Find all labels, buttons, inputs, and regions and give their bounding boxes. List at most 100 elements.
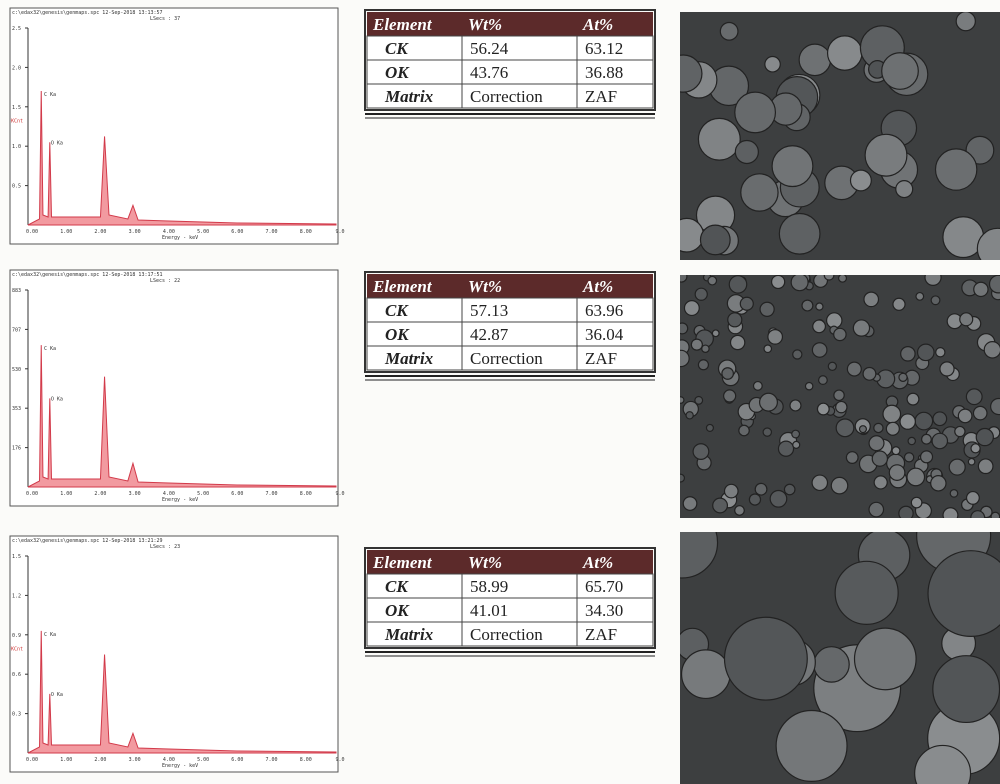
sem-particle xyxy=(905,453,914,462)
sem-particle xyxy=(855,628,917,690)
x-tick-label: 9.0 xyxy=(335,757,344,763)
sem-particle xyxy=(955,426,965,436)
sem-particle xyxy=(735,506,745,516)
sem-particle xyxy=(790,400,801,411)
sem-particle xyxy=(921,451,933,463)
sem-particle xyxy=(893,298,905,310)
sem-particle xyxy=(764,345,771,352)
table-cell xyxy=(367,298,462,322)
sem-particle xyxy=(874,476,887,489)
x-tick-label: 5.00 xyxy=(197,757,209,763)
sem-particle xyxy=(922,434,932,444)
table-cell xyxy=(367,598,462,622)
x-tick-label: 8.00 xyxy=(300,757,312,763)
sem-particle xyxy=(812,343,827,358)
table-cell-text: 36.88 xyxy=(585,63,623,82)
x-tick-label: 0.00 xyxy=(26,491,38,497)
table-cell-text: 34.30 xyxy=(585,601,623,620)
sem-particle xyxy=(792,430,800,438)
table-cell xyxy=(367,322,462,346)
table-cell xyxy=(367,60,462,84)
table-header: Wt% xyxy=(468,15,502,34)
table-cell-text: 63.96 xyxy=(585,301,623,320)
sem-particle xyxy=(967,492,980,505)
sem-particle xyxy=(706,424,713,431)
sem-particle xyxy=(828,36,862,70)
sem-particle xyxy=(725,484,739,498)
sem-particle xyxy=(943,508,958,523)
sem-particle xyxy=(740,297,753,310)
sem-particle xyxy=(834,390,844,400)
sem-particle xyxy=(974,282,988,296)
peak-label: C Ka xyxy=(44,346,56,352)
x-tick-label: 7.00 xyxy=(266,757,278,763)
sem-particle xyxy=(925,269,941,285)
sem-particle xyxy=(812,475,827,490)
sem-particle xyxy=(695,288,707,300)
sem-particle xyxy=(836,419,854,437)
sem-particle xyxy=(956,12,975,31)
x-tick-label: 6.00 xyxy=(231,757,243,763)
sem-particle xyxy=(735,140,758,163)
sem-particle xyxy=(864,292,879,307)
sem-particle xyxy=(712,330,719,337)
y-tick-label: 530 xyxy=(12,367,21,373)
sem-particle xyxy=(853,320,869,336)
sem-particle xyxy=(700,225,730,255)
sem-particle xyxy=(772,146,813,187)
sem-particle xyxy=(698,360,708,370)
sem-particle xyxy=(915,412,933,430)
page: {"panels": [ {"spectrum": {"header": "c:… xyxy=(0,0,1000,784)
sem-particle xyxy=(722,368,734,380)
x-tick-label: 3.00 xyxy=(129,229,141,235)
peak-label: O Ka xyxy=(51,396,63,402)
sem-particle xyxy=(763,428,771,436)
table-cell-text: 65.70 xyxy=(585,577,623,596)
sem-particle xyxy=(936,348,945,357)
sem-particle xyxy=(896,181,913,198)
sem-particle xyxy=(819,376,828,385)
sem-particle xyxy=(741,174,778,211)
x-tick-label: 8.00 xyxy=(300,229,312,235)
x-axis-label: Energy - keV xyxy=(162,235,198,241)
sem-particle xyxy=(693,444,709,460)
table-cell-text: Matrix xyxy=(384,625,434,644)
sem-particle xyxy=(735,92,776,133)
sem-particle xyxy=(816,303,823,310)
sem-particle xyxy=(677,323,688,334)
sem-particle xyxy=(900,414,915,429)
sem-particle xyxy=(933,656,1000,723)
table-header: At% xyxy=(582,553,613,572)
sem-particle xyxy=(836,401,847,412)
x-tick-label: 2.00 xyxy=(94,491,106,497)
spectrum-lsecs: LSecs : 37 xyxy=(150,16,180,22)
sem-particle xyxy=(872,451,887,466)
table-cell-text: CK xyxy=(385,39,409,58)
sem-particle xyxy=(677,397,683,403)
sem-particle xyxy=(770,491,787,508)
sem-particle xyxy=(940,362,954,376)
sem-particle xyxy=(739,425,749,435)
spectrum-frame xyxy=(10,8,338,244)
sem-particle xyxy=(971,444,980,453)
sem-particle xyxy=(791,274,808,291)
y-tick-label: 353 xyxy=(12,406,21,412)
table-cell-text: CK xyxy=(385,301,409,320)
sem-particle xyxy=(847,362,861,376)
sem-particle xyxy=(665,55,702,92)
y-tick-label: 707 xyxy=(12,327,21,333)
table-header: Element xyxy=(372,15,433,34)
y-axis-label: KCnt xyxy=(11,647,23,653)
x-tick-label: 5.00 xyxy=(197,491,209,497)
table-cell-text: CK xyxy=(385,577,409,596)
sem-particle xyxy=(958,409,972,423)
sem-particle xyxy=(793,350,802,359)
x-tick-label: 0.00 xyxy=(26,757,38,763)
sem-particle xyxy=(949,459,965,475)
table-cell-text: ZAF xyxy=(585,349,617,368)
sem-particle xyxy=(901,347,915,361)
table-cell-text: 57.13 xyxy=(470,301,508,320)
sem-particle xyxy=(936,149,977,190)
sem-particle xyxy=(933,412,947,426)
sem-particle xyxy=(831,477,847,493)
